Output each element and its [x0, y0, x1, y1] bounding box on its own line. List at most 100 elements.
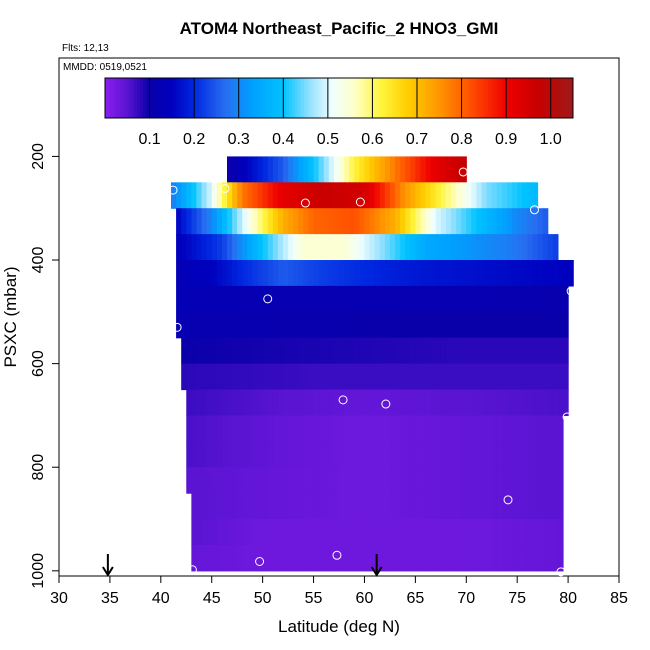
colorbar-segment [312, 78, 317, 118]
heatmap-cell [522, 208, 528, 235]
heatmap-cell [451, 285, 457, 313]
heatmap-cell [277, 389, 284, 417]
heatmap-cell [415, 311, 422, 339]
heatmap-cell [476, 337, 483, 365]
heatmap-cell [481, 544, 488, 572]
heatmap-cell [201, 415, 208, 442]
heatmap-cell [272, 182, 279, 209]
colorbar-segment [122, 78, 126, 118]
heatmap-cell [522, 544, 528, 572]
heatmap-cell [267, 493, 274, 520]
heatmap-cell [323, 182, 330, 209]
heatmap-cell [415, 234, 422, 261]
heatmap-cell [237, 285, 243, 313]
heatmap-cell [369, 337, 376, 365]
heatmap-cell [181, 363, 187, 391]
heatmap-cell [512, 260, 518, 287]
heatmap-cell [512, 544, 518, 572]
heatmap-cell [313, 389, 320, 417]
heatmap-cell [440, 208, 447, 235]
heatmap-cell [400, 519, 406, 546]
heatmap-cell [374, 519, 381, 546]
heatmap-cell [196, 519, 203, 546]
heatmap-cell [191, 234, 198, 261]
heatmap-cell [527, 285, 534, 313]
heatmap-cell [349, 234, 355, 261]
heatmap-cell [471, 467, 478, 494]
heatmap-cell [374, 415, 381, 442]
heatmap-cell [333, 260, 340, 287]
heatmap-cell [527, 544, 534, 572]
colorbar-segment [417, 78, 422, 118]
heatmap-cell [267, 311, 274, 339]
heatmap-cell [344, 493, 350, 520]
heatmap-cell [451, 415, 457, 442]
heatmap-cell [252, 519, 259, 546]
heatmap-cell [313, 156, 320, 183]
x-tick-label: 50 [254, 590, 272, 607]
heatmap-cell [476, 493, 483, 520]
heatmap-cell [430, 363, 437, 391]
colorbar-segment [339, 78, 343, 118]
colorbar-segment [482, 78, 486, 118]
heatmap-cell [466, 441, 472, 468]
heatmap-cell [466, 285, 472, 313]
heatmap-cell [512, 285, 518, 313]
heatmap-cell [308, 311, 315, 339]
heatmap-cell [481, 234, 488, 261]
heatmap-cell [389, 208, 396, 235]
colorbar-tick-label: 0.6 [361, 131, 383, 148]
heatmap-cell [293, 311, 299, 339]
heatmap-cell [359, 467, 366, 494]
heatmap-cell [512, 441, 518, 468]
heatmap-cell [349, 493, 355, 520]
heatmap-cell [181, 234, 187, 261]
heatmap-cell [308, 441, 315, 468]
heatmap-cell [486, 519, 493, 546]
heatmap-cell [461, 441, 467, 468]
heatmap-cell [415, 415, 422, 442]
heatmap-cell [496, 389, 503, 417]
heatmap-cell [481, 182, 488, 209]
heatmap-cell [242, 441, 248, 468]
heatmap-cell [211, 260, 218, 287]
heatmap-cell [313, 285, 320, 313]
heatmap-cell [496, 208, 503, 235]
heatmap-cell [339, 544, 345, 572]
heatmap-cell [389, 234, 396, 261]
heatmap-cell [344, 337, 350, 365]
heatmap-cell [471, 285, 478, 313]
heatmap-cell [328, 493, 335, 520]
heatmap-cell [476, 441, 483, 468]
heatmap-cell [283, 311, 289, 339]
heatmap-cell [354, 337, 360, 365]
heatmap-cell [491, 208, 498, 235]
heatmap-cell [237, 234, 243, 261]
colorbar-segment [494, 78, 498, 118]
heatmap-cell [405, 234, 411, 261]
x-tick-label: 65 [406, 590, 424, 607]
heatmap-cell [288, 337, 294, 365]
colorbar-segment [549, 78, 554, 118]
heatmap-cell [328, 441, 335, 468]
y-tick-label: 600 [30, 350, 47, 377]
heatmap-cell [206, 544, 213, 572]
heatmap-cell [191, 260, 198, 287]
heatmap-cell [522, 363, 528, 391]
heatmap-cell [557, 311, 564, 339]
heatmap-cell [298, 156, 304, 183]
heatmap-cell [277, 544, 284, 572]
heatmap-cell [517, 363, 523, 391]
colorbar-segment [391, 78, 396, 118]
heatmap-cell [359, 415, 366, 442]
heatmap-cell [420, 389, 427, 417]
heatmap-cell [456, 156, 462, 183]
heatmap-cell [395, 415, 401, 442]
heatmap-cell [303, 415, 310, 442]
heatmap-cell [283, 337, 289, 365]
colorbar-segment [488, 78, 492, 118]
heatmap-cell [395, 208, 401, 235]
heatmap-cell [227, 363, 233, 391]
colorbar-segment [394, 78, 398, 118]
heatmap-cell [466, 337, 472, 365]
